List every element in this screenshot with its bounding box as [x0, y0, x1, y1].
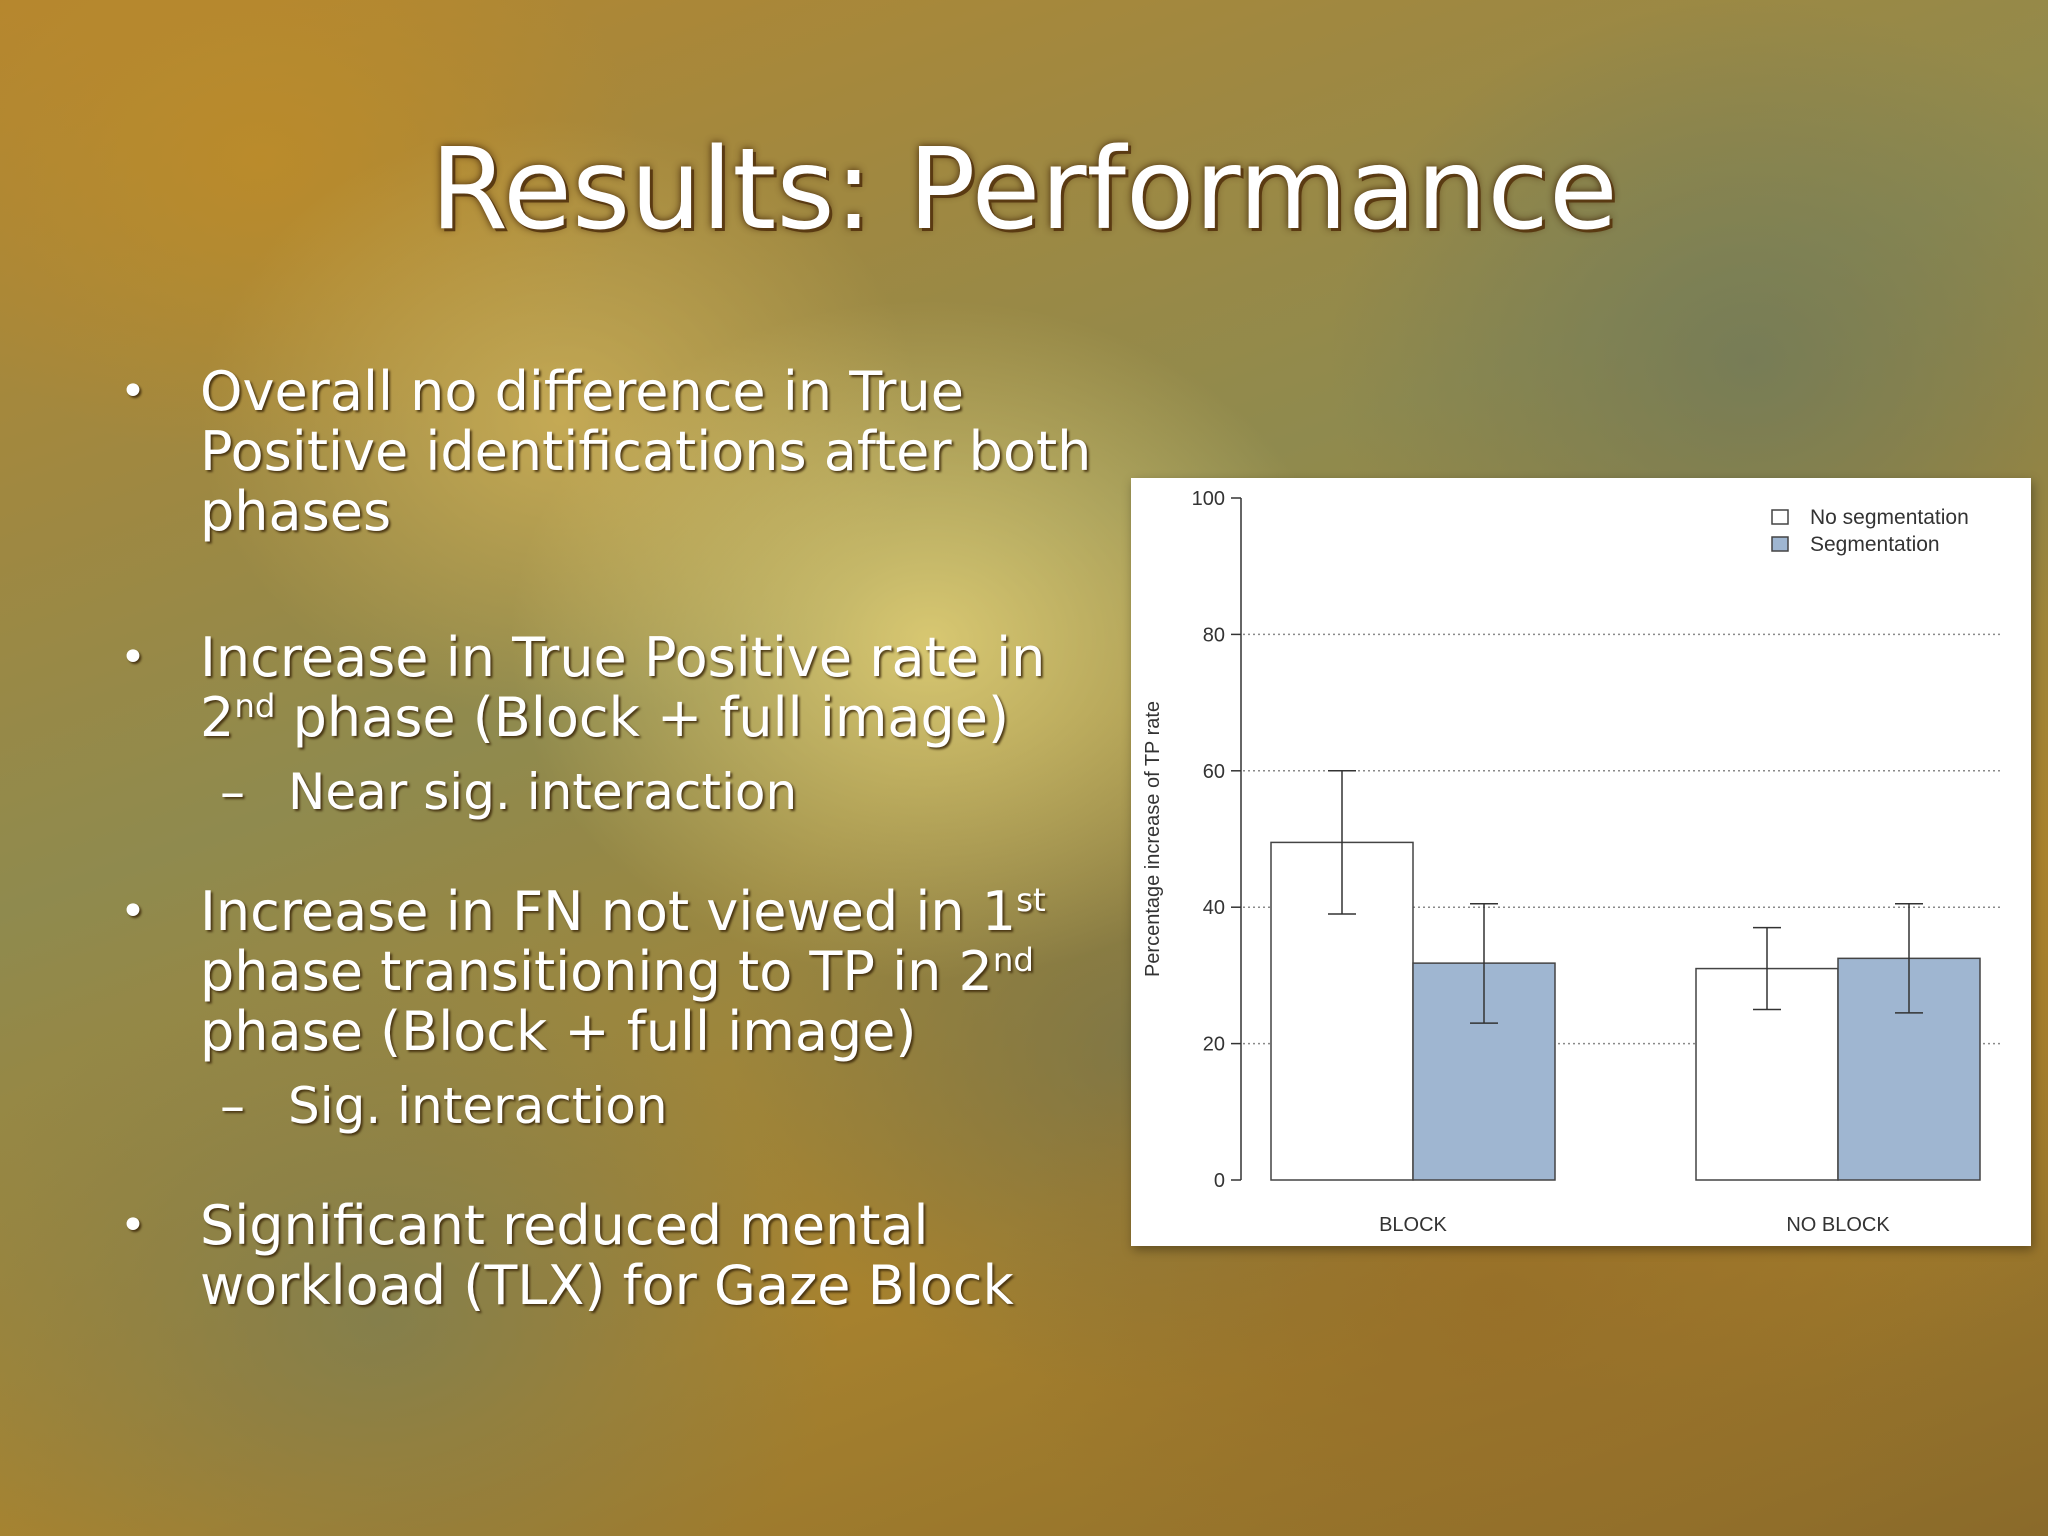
bullet-2: • Increase in True Positive rate in 2nd … [120, 628, 1100, 822]
bullet-1-text: Overall no difference in True Positive i… [200, 360, 1092, 543]
y-tick-label: 20 [1203, 1034, 1225, 1056]
slide-title: Results: Performance [430, 125, 1618, 255]
bullet-2-sub: – Near sig. interaction [120, 762, 1100, 822]
bullet-3-sub-text: Sig. interaction [288, 1077, 668, 1135]
bar-chart-svg: 0 20 40 60 80 100 Percentage increase of TP ra… [1142, 488, 2001, 1236]
y-axis-label: Percentage increase of TP rate [1142, 701, 1164, 977]
bullet-4-text: Significant reduced mental workload (TLX… [200, 1194, 1014, 1317]
bullet-3: • Increase in FN not viewed in 1st phase… [120, 882, 1100, 1136]
bullet-2-text: Increase in True Positive rate in 2nd ph… [200, 626, 1046, 749]
bullet-1: • Overall no difference in True Positive… [120, 362, 1100, 542]
legend-label: No segmentation [1810, 506, 1969, 529]
sub-dash-icon: – [220, 1077, 245, 1135]
bullet-list: • Overall no difference in True Positive… [120, 362, 1100, 1402]
y-tick-label: 0 [1214, 1170, 1225, 1192]
legend-label: Segmentation [1810, 533, 1940, 556]
bullet-dot-icon: • [120, 1200, 146, 1251]
bullet-3-sub: – Sig. interaction [120, 1076, 1100, 1136]
y-tick-label: 80 [1203, 624, 1225, 646]
x-tick-label: BLOCK [1379, 1214, 1447, 1236]
x-tick-label: NO BLOCK [1786, 1214, 1890, 1236]
bullet-dot-icon: • [120, 366, 146, 417]
bullet-2-sub-text: Near sig. interaction [288, 763, 798, 821]
bullet-dot-icon: • [120, 632, 146, 683]
y-tick-label: 40 [1203, 897, 1225, 919]
y-tick-label: 60 [1203, 761, 1225, 783]
legend-swatch [1771, 536, 1789, 552]
sub-dash-icon: – [220, 763, 245, 821]
bullet-3-text: Increase in FN not viewed in 1st phase t… [200, 880, 1046, 1063]
bullet-dot-icon: • [120, 886, 146, 937]
bar-chart: 0 20 40 60 80 100 Percentage increase of TP ra… [1131, 478, 2031, 1246]
bullet-4: • Significant reduced mental workload (T… [120, 1196, 1100, 1316]
legend-swatch [1771, 509, 1789, 525]
y-tick-label: 100 [1192, 488, 1225, 510]
